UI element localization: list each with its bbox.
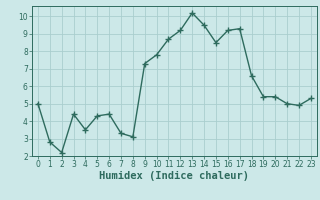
X-axis label: Humidex (Indice chaleur): Humidex (Indice chaleur) (100, 171, 249, 181)
